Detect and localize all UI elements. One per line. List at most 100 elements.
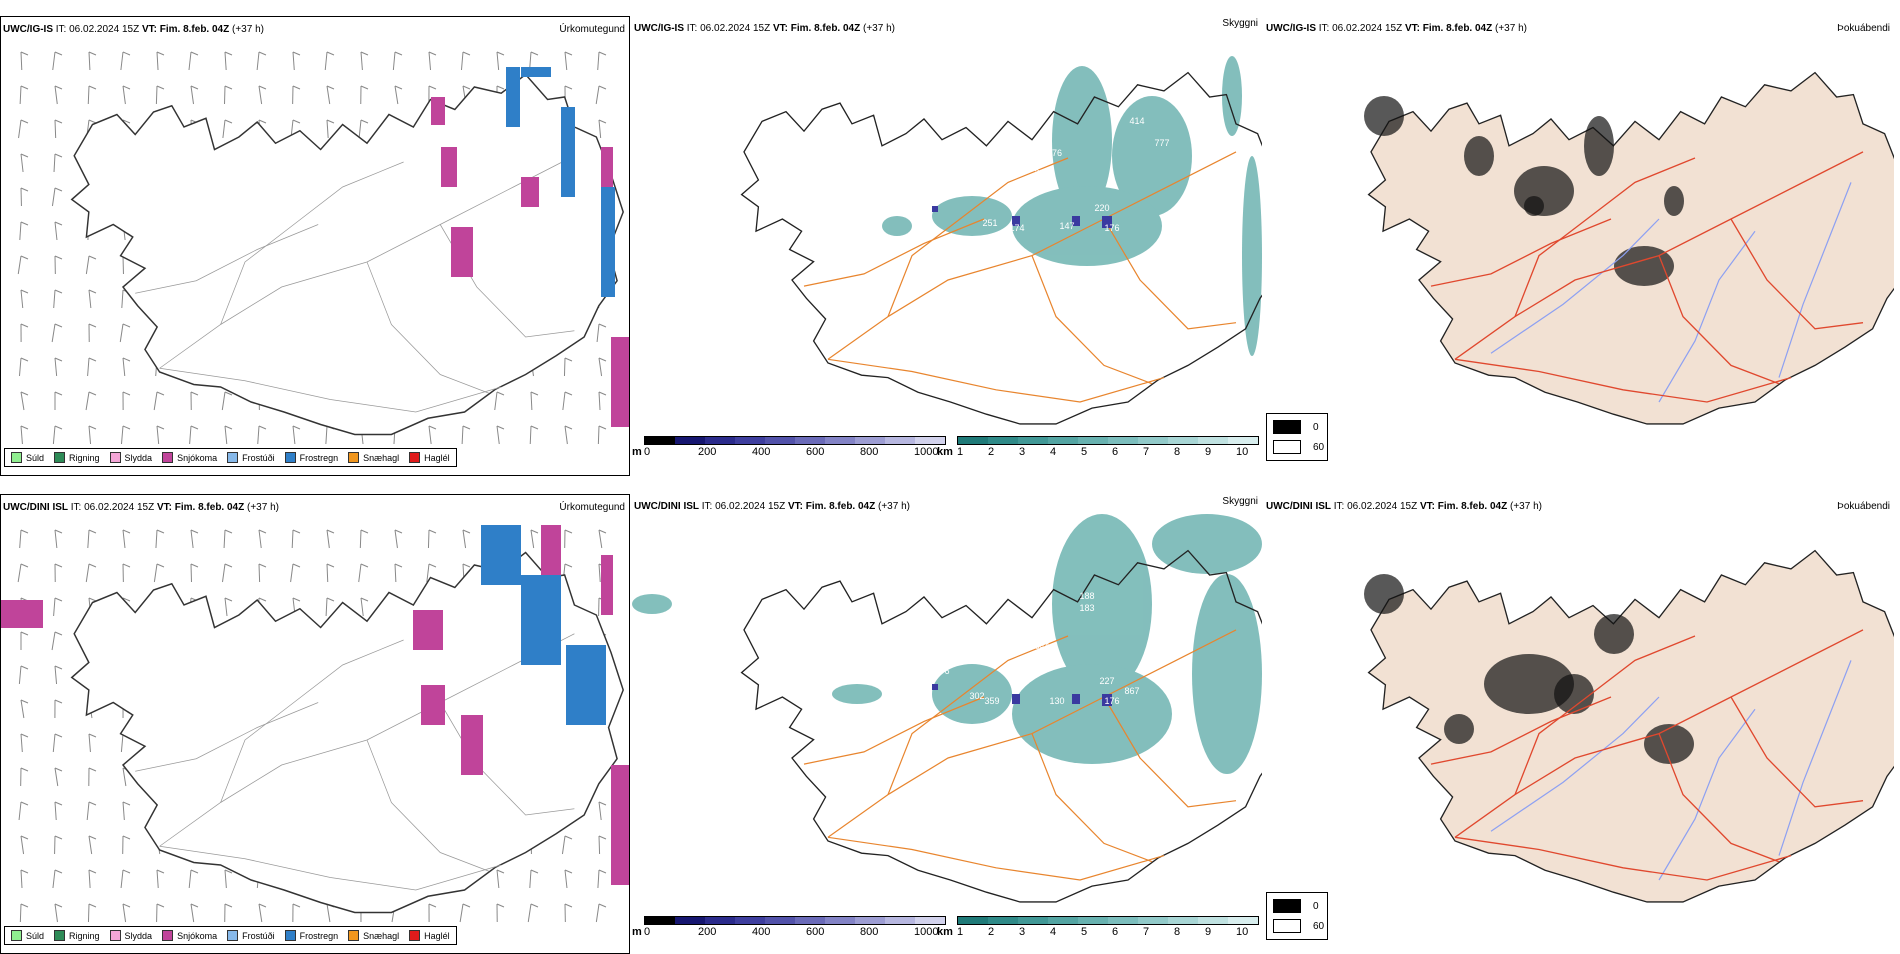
- panel-title: UWC/DINI ISL IT: 06.02.2024 15Z VT: Fim.…: [1266, 501, 1542, 512]
- wind-barb-flag: [293, 120, 300, 123]
- wind-barb: [530, 426, 531, 444]
- colorbar-tick: 0: [644, 446, 650, 458]
- wind-barb-flag: [55, 86, 62, 89]
- wind-barb-flag: [55, 358, 62, 361]
- wind-barb-flag: [463, 86, 470, 89]
- colorbar-step: [795, 917, 825, 924]
- wind-barb-flag: [429, 52, 436, 55]
- colorbar-tick: 5: [1081, 446, 1087, 458]
- wind-barb: [18, 564, 21, 582]
- legend-label: Frostúði: [242, 931, 275, 941]
- precip-type-panel-bottom: UWC/DINI ISL IT: 06.02.2024 15Z VT: Fim.…: [0, 494, 630, 954]
- fog-legend-item: 0: [1273, 899, 1319, 913]
- freezing-rain-area: [561, 107, 575, 197]
- wind-barb-flag: [327, 52, 334, 55]
- visibility-colorbar: [957, 436, 1259, 445]
- wind-barb-flag: [599, 904, 606, 907]
- wind-barb-flag: [21, 358, 28, 361]
- colorbar-step: [675, 437, 705, 444]
- colorbar-step: [1228, 917, 1258, 924]
- wind-barb-flag: [599, 358, 606, 361]
- cloud-base-colorbar: [644, 436, 946, 445]
- visibility-area: [882, 216, 912, 236]
- wind-barb: [19, 120, 21, 138]
- colorbar-step: [705, 437, 735, 444]
- wind-barb: [21, 52, 22, 70]
- wind-barb: [20, 86, 21, 104]
- colorbar-step: [795, 437, 825, 444]
- colorbar-tick: 0: [644, 926, 650, 938]
- wind-barb: [55, 358, 57, 376]
- wind-barb: [393, 52, 395, 70]
- colorbar-step: [1198, 917, 1228, 924]
- wind-barb-flag: [361, 598, 368, 601]
- wind-barb: [460, 904, 463, 922]
- wind-barb-flag: [429, 904, 436, 907]
- wind-barb-flag: [259, 530, 266, 533]
- cloud-base-label: 566: [969, 168, 984, 178]
- wind-barb-flag: [361, 120, 368, 123]
- wind-barb: [359, 564, 361, 582]
- cloud-base-label: 251: [982, 218, 997, 228]
- wind-barb-flag: [55, 836, 62, 839]
- legend-label: Snjókoma: [177, 453, 217, 463]
- colorbar-step: [885, 917, 915, 924]
- wind-barb: [222, 564, 225, 582]
- wind-barb-flag: [123, 426, 130, 429]
- legend-item: Snæhagl: [348, 452, 399, 463]
- iceland-outline: [742, 551, 1262, 902]
- iceland-outline: [72, 75, 623, 435]
- wind-barb-flag: [327, 120, 334, 123]
- legend-label: Frostregn: [300, 931, 339, 941]
- wind-barb-flag: [191, 392, 198, 395]
- colorbar-tick: 8: [1174, 926, 1180, 938]
- fog-area: [1594, 614, 1634, 654]
- visibility-area: [1242, 156, 1262, 356]
- wind-barb-flag: [259, 120, 266, 123]
- cloud-base-label: 359: [984, 696, 999, 706]
- freezing-rain-area: [601, 187, 615, 297]
- wind-barb: [222, 392, 225, 410]
- iceland-map: [1264, 36, 1894, 446]
- legend-label: Snæhagl: [363, 453, 399, 463]
- wind-barb: [123, 530, 125, 548]
- legend-item: Súld: [11, 452, 44, 463]
- cloud-base-label: 220: [1094, 203, 1109, 213]
- wind-barb-flag: [21, 188, 28, 191]
- wind-barb-flag: [225, 426, 232, 429]
- wind-barb: [55, 904, 57, 922]
- colorbar-step: [988, 917, 1018, 924]
- wind-barb-flag: [327, 86, 334, 89]
- wind-barb-flag: [21, 768, 28, 771]
- wind-barb-flag: [21, 564, 28, 567]
- iceland-map: [1264, 514, 1894, 924]
- fog-legend-label: 0: [1313, 422, 1319, 433]
- wind-barb-flag: [565, 426, 572, 429]
- wind-barb-flag: [21, 632, 28, 635]
- wind-barb-flag: [361, 530, 368, 533]
- wind-barb-flag: [123, 392, 130, 395]
- wind-barb: [327, 530, 329, 548]
- cloud-base-unit: m: [632, 446, 642, 458]
- cloud-base-label: 302: [969, 691, 984, 701]
- wind-barb-flag: [497, 904, 504, 907]
- wind-barb: [121, 426, 123, 444]
- legend-swatch: [409, 930, 420, 941]
- legend-item: Frostúði: [227, 930, 275, 941]
- wind-barb-flag: [21, 290, 28, 293]
- wind-barb-flag: [429, 426, 436, 429]
- panel-title: UWC/IG-IS IT: 06.02.2024 15Z VT: Fim. 8.…: [1266, 23, 1527, 34]
- colorbar-step: [645, 917, 675, 924]
- wind-barb: [87, 802, 89, 820]
- wind-barb-flag: [89, 256, 96, 259]
- cloud-base-label: 876: [934, 666, 949, 676]
- wind-barb: [599, 120, 601, 138]
- panel-kind-label: Úrkomutegund: [559, 502, 625, 513]
- wind-barb: [189, 870, 191, 888]
- snowfall-area: [421, 685, 445, 725]
- fog-legend-swatch: [1273, 919, 1301, 933]
- wind-barb-flag: [21, 904, 28, 907]
- wind-barb-flag: [259, 598, 266, 601]
